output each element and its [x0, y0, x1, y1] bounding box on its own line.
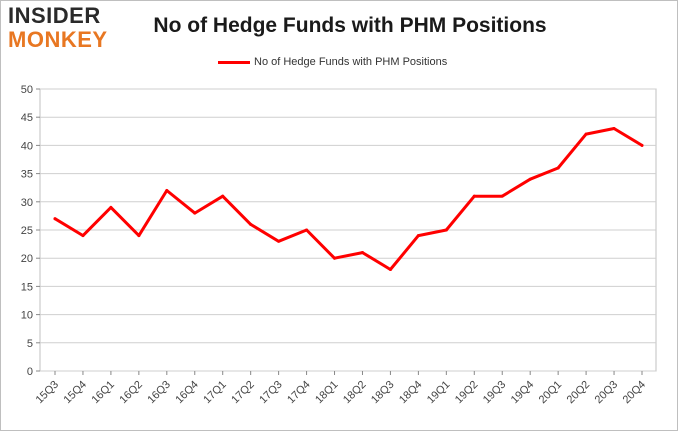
data-point — [137, 234, 141, 238]
logo-line1: INSIDER — [8, 3, 101, 28]
y-tick-label: 50 — [21, 84, 33, 96]
y-tick-label: 40 — [21, 140, 33, 152]
data-point — [584, 132, 588, 136]
data-point — [528, 177, 532, 181]
y-tick-label: 10 — [21, 310, 33, 322]
x-tick-label: 16Q4 — [173, 379, 201, 407]
chart-title: No of Hedge Funds with PHM Positions — [153, 14, 547, 37]
x-tick-label: 18Q4 — [397, 379, 425, 407]
y-tick-label: 20 — [21, 253, 33, 265]
x-tick-label: 16Q3 — [145, 379, 173, 407]
y-tick-label: 0 — [27, 366, 33, 378]
x-tick-label: 20Q4 — [621, 379, 649, 407]
data-point — [333, 256, 337, 260]
data-point — [388, 267, 392, 271]
x-tick-label: 17Q2 — [229, 379, 257, 407]
x-tick-label: 20Q3 — [593, 379, 621, 407]
data-point — [360, 251, 364, 255]
y-tick-label: 25 — [21, 225, 33, 237]
legend: No of Hedge Funds with PHM Positions — [218, 55, 447, 69]
y-tick-label: 5 — [27, 338, 33, 350]
insider-monkey-logo: INSIDER MONKEY — [8, 4, 126, 54]
x-tick-label: 18Q2 — [341, 379, 369, 407]
x-tick-label: 19Q3 — [481, 379, 509, 407]
x-tick-label: 19Q1 — [425, 379, 453, 407]
data-point — [500, 194, 504, 198]
data-point — [81, 234, 85, 238]
data-point — [249, 222, 253, 226]
data-point — [556, 166, 560, 170]
data-point — [277, 239, 281, 243]
x-tick-label: 19Q4 — [509, 379, 537, 407]
logo-line2: MONKEY — [8, 27, 108, 52]
y-tick-label: 35 — [21, 169, 33, 181]
x-tick-label: 16Q1 — [90, 379, 118, 407]
data-point — [193, 211, 197, 215]
data-point — [305, 228, 309, 232]
y-tick-label: 30 — [21, 197, 33, 209]
x-tick-label: 18Q1 — [313, 379, 341, 407]
data-point — [416, 234, 420, 238]
x-tick-label: 15Q3 — [34, 379, 62, 407]
y-tick-label: 15 — [21, 281, 33, 293]
data-point — [444, 228, 448, 232]
data-point — [612, 126, 616, 130]
x-tick-label: 20Q2 — [565, 379, 593, 407]
x-tick-label: 19Q2 — [453, 379, 481, 407]
y-tick-label: 45 — [21, 112, 33, 124]
data-point — [53, 217, 57, 221]
data-point — [165, 189, 169, 193]
data-point — [472, 194, 476, 198]
legend-label: No of Hedge Funds with PHM Positions — [254, 56, 448, 68]
data-point — [109, 205, 113, 209]
x-tick-label: 16Q2 — [117, 379, 145, 407]
x-tick-label: 17Q4 — [285, 379, 313, 407]
x-tick-label: 17Q3 — [257, 379, 285, 407]
x-tick-label: 17Q1 — [201, 379, 229, 407]
legend-swatch — [218, 60, 250, 64]
data-point — [221, 194, 225, 198]
x-tick-label: 20Q1 — [537, 379, 565, 407]
series-line — [53, 127, 644, 271]
data-point — [640, 143, 644, 147]
x-tick-label: 15Q4 — [62, 379, 90, 407]
x-tick-label: 18Q3 — [369, 379, 397, 407]
